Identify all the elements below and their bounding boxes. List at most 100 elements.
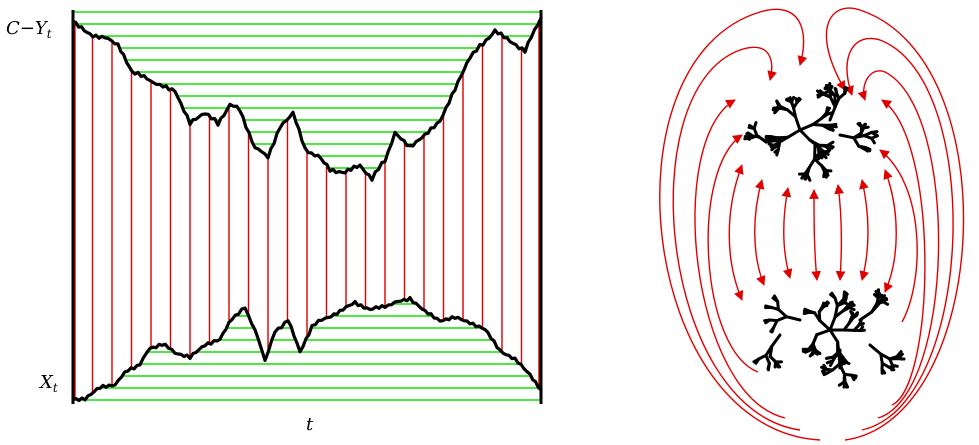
tree-branch <box>822 300 829 308</box>
top-boundary-curve <box>71 16 543 182</box>
tree-branch <box>786 128 802 139</box>
field-line <box>883 169 897 293</box>
inner-field-lines <box>728 164 897 301</box>
tree-branch <box>776 307 788 319</box>
tree-branch <box>828 123 838 129</box>
tree-branch <box>814 348 822 355</box>
tree-branch <box>825 359 835 365</box>
tree-branch <box>802 309 811 314</box>
tree-branch <box>862 147 870 153</box>
tree-branch <box>829 293 837 300</box>
right-figure <box>659 7 965 441</box>
tree-branch <box>822 371 829 377</box>
tree-branch <box>763 318 772 323</box>
tree-branch <box>785 97 793 104</box>
tree-branch <box>879 352 884 365</box>
tree-branch <box>880 294 886 302</box>
field-line <box>672 46 801 431</box>
tree-branch <box>823 170 829 177</box>
tree-branch <box>828 85 834 92</box>
tree-branch <box>864 146 872 153</box>
tree-branch <box>816 90 826 96</box>
field-line <box>857 70 940 419</box>
tree-branch <box>746 131 754 138</box>
tree-branch <box>870 302 879 314</box>
tree-branch <box>807 157 817 169</box>
tree-branch <box>838 133 856 140</box>
tree-branch <box>820 365 828 371</box>
tree-branch <box>770 333 782 348</box>
tree-branch <box>766 361 771 372</box>
field-line <box>825 7 965 441</box>
tree-branch <box>842 291 848 301</box>
tree-branch <box>881 296 888 304</box>
tree-branch <box>798 128 812 142</box>
field-line <box>809 189 821 281</box>
tree-branch <box>824 106 831 115</box>
field-line <box>859 179 870 281</box>
field-line <box>707 134 759 373</box>
tree-branch <box>819 151 825 159</box>
bottom-curve-label: Xt <box>38 372 58 395</box>
upper-branching-tree <box>743 82 879 182</box>
tree-branch <box>880 367 887 375</box>
field-line <box>754 179 766 286</box>
tree-branch <box>815 328 832 337</box>
tree-branch <box>764 344 774 357</box>
tree-branch <box>824 144 832 152</box>
field-line <box>728 164 744 301</box>
tree-branch <box>764 135 773 139</box>
tree-branch <box>833 87 838 95</box>
field-line <box>844 37 954 431</box>
tree-branch <box>858 310 874 322</box>
tree-branch <box>752 121 758 130</box>
tree-branch <box>764 138 782 144</box>
tree-branch <box>794 115 802 132</box>
tree-branch <box>868 343 883 356</box>
tree-branch <box>850 373 856 382</box>
field-line <box>834 184 846 281</box>
tree-branch <box>776 135 790 140</box>
tree-branch <box>828 105 837 122</box>
field-line <box>879 149 918 323</box>
tree-branch <box>795 96 801 104</box>
tree-branch <box>808 138 821 148</box>
tree-branch <box>842 380 847 389</box>
tree-branch <box>862 125 870 130</box>
tree-branch <box>775 99 782 108</box>
tree-branch <box>773 106 781 115</box>
tree-branch <box>833 304 839 319</box>
horizontal-green-lines <box>73 11 541 401</box>
tree-branch <box>773 294 780 303</box>
tree-branch <box>843 295 848 305</box>
tree-branch <box>773 147 780 154</box>
field-line <box>781 187 793 279</box>
tree-branch <box>813 157 824 168</box>
tree-branch <box>754 357 761 365</box>
tree-branch <box>843 85 847 95</box>
top-curve-label: C−Yt <box>6 18 52 41</box>
tree-branch <box>857 322 865 327</box>
tree-branch <box>825 355 835 360</box>
tree-branch <box>858 121 864 129</box>
tree-branch <box>765 137 773 141</box>
tree-branch <box>827 127 835 132</box>
field-line <box>881 99 926 406</box>
tree-branch <box>828 315 837 332</box>
tree-branch <box>841 356 849 364</box>
tree-branch <box>850 313 857 320</box>
tree-branch <box>775 315 788 323</box>
tree-branch <box>798 123 815 132</box>
tree-branch <box>811 333 819 346</box>
tree-branch <box>811 350 819 356</box>
tree-branch <box>785 108 797 119</box>
tree-branch <box>811 116 824 126</box>
tree-branch <box>838 362 846 376</box>
left-figure: C−Yt Xt t <box>6 10 543 435</box>
tree-branch <box>852 136 861 148</box>
tree-branch <box>784 315 802 322</box>
outer-field-lines <box>659 7 965 441</box>
field-line <box>659 8 821 441</box>
tree-branch <box>818 319 832 332</box>
